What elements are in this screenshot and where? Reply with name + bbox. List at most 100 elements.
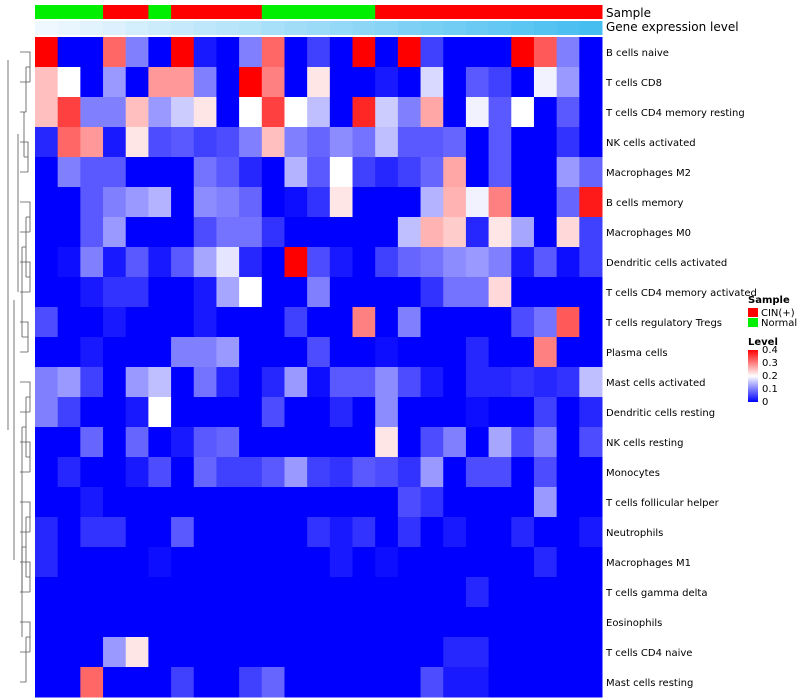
heatmap-cell	[239, 667, 263, 698]
heatmap-cell	[193, 607, 217, 638]
heatmap-cell	[193, 97, 217, 128]
heatmap-cell	[216, 667, 240, 698]
sample-annotation-cell	[420, 5, 444, 19]
heatmap-cell	[193, 637, 217, 668]
heatmap-cell	[375, 637, 399, 668]
heatmap-cell	[329, 247, 354, 278]
heatmap-cell	[307, 157, 331, 188]
row-label: Macrophages M2	[606, 168, 691, 179]
heatmap-cell	[511, 667, 535, 698]
heatmap-cell	[511, 607, 535, 638]
heatmap-cell	[579, 667, 603, 698]
expression-track-label: Gene expression level	[606, 20, 739, 34]
heatmap-cell	[556, 427, 580, 458]
heatmap-cell	[171, 637, 195, 668]
heatmap-cell	[148, 397, 172, 428]
heatmap-cell	[80, 637, 104, 668]
heatmap-cell	[511, 637, 535, 668]
heatmap-cell	[329, 97, 354, 128]
legend-label-normal: Normal	[761, 318, 797, 329]
heatmap-cell	[352, 97, 376, 128]
heatmap-cell	[35, 217, 59, 248]
heatmap-cell	[125, 337, 149, 368]
row-label: Eosinophils	[606, 618, 662, 629]
level-tick: 0.3	[762, 358, 778, 369]
legend-label-cin: CIN(+)	[761, 308, 795, 319]
heatmap-cell	[533, 217, 558, 248]
heatmap-cell	[80, 217, 104, 248]
heatmap-cell	[284, 577, 308, 608]
heatmap-cell	[125, 607, 149, 638]
heatmap-cell	[80, 337, 104, 368]
heatmap-cell	[125, 217, 149, 248]
heatmap-cell	[35, 67, 59, 98]
heatmap-cell	[488, 547, 512, 578]
heatmap-cell	[125, 397, 149, 428]
heatmap-cell	[556, 487, 580, 518]
heatmap-cell	[80, 277, 104, 308]
row-label: T cells regulatory Tregs	[605, 318, 722, 329]
heatmap-cell	[284, 487, 308, 518]
heatmap-cell	[193, 457, 217, 488]
heatmap-cell	[556, 517, 580, 548]
expression-annotation-cell	[284, 21, 308, 35]
heatmap-cell	[148, 637, 172, 668]
heatmap-cell	[239, 607, 263, 638]
heatmap-cell	[171, 487, 195, 518]
heatmap-cell	[125, 247, 149, 278]
heatmap-cell	[352, 157, 376, 188]
row-label: NK cells resting	[606, 438, 683, 449]
heatmap-cell	[125, 157, 149, 188]
heatmap-cell	[488, 367, 512, 398]
heatmap-cell	[488, 637, 512, 668]
heatmap-cell	[533, 97, 558, 128]
heatmap-cell	[103, 517, 127, 548]
heatmap-cell	[488, 457, 512, 488]
heatmap-cell	[171, 517, 195, 548]
heatmap-cell	[329, 637, 354, 668]
heatmap-cell	[261, 247, 285, 278]
row-label: Macrophages M1	[606, 558, 691, 569]
heatmap-cell	[420, 667, 444, 698]
heatmap-cell	[329, 127, 354, 158]
heatmap-cell	[465, 577, 490, 608]
heatmap-cell	[193, 187, 217, 218]
heatmap-cell	[397, 37, 422, 68]
heatmap-cell	[533, 277, 558, 308]
heatmap-cell	[329, 157, 354, 188]
heatmap-cell	[533, 547, 558, 578]
heatmap-cell	[352, 517, 376, 548]
heatmap-cell	[579, 37, 603, 68]
expression-annotation-cell	[352, 21, 376, 35]
heatmap-cell	[511, 337, 535, 368]
heatmap-cell	[57, 607, 81, 638]
heatmap-cell	[103, 337, 127, 368]
heatmap-cell	[57, 637, 81, 668]
heatmap-cell	[375, 367, 399, 398]
level-tick: 0.2	[762, 371, 778, 382]
heatmap-cell	[103, 427, 127, 458]
heatmap-cell	[397, 607, 422, 638]
heatmap-cell	[80, 67, 104, 98]
heatmap-cell	[420, 637, 444, 668]
heatmap-cell	[216, 277, 240, 308]
heatmap-cell	[193, 547, 217, 578]
heatmap-cell	[103, 247, 127, 278]
heatmap-cell	[533, 607, 558, 638]
heatmap-cell	[125, 547, 149, 578]
heatmap-cell	[352, 307, 376, 338]
heatmap-cell	[556, 187, 580, 218]
heatmap-cell	[35, 517, 59, 548]
heatmap-cell	[125, 37, 149, 68]
expression-annotation-cell	[420, 21, 444, 35]
heatmap-cell	[511, 517, 535, 548]
heatmap-cell	[465, 607, 490, 638]
heatmap-cell	[511, 547, 535, 578]
heatmap-cell	[375, 217, 399, 248]
heatmap-cell	[284, 337, 308, 368]
heatmap-cell	[579, 577, 603, 608]
heatmap-cell	[284, 97, 308, 128]
heatmap-cell	[397, 217, 422, 248]
heatmap-cell	[443, 67, 467, 98]
heatmap-cell	[148, 157, 172, 188]
